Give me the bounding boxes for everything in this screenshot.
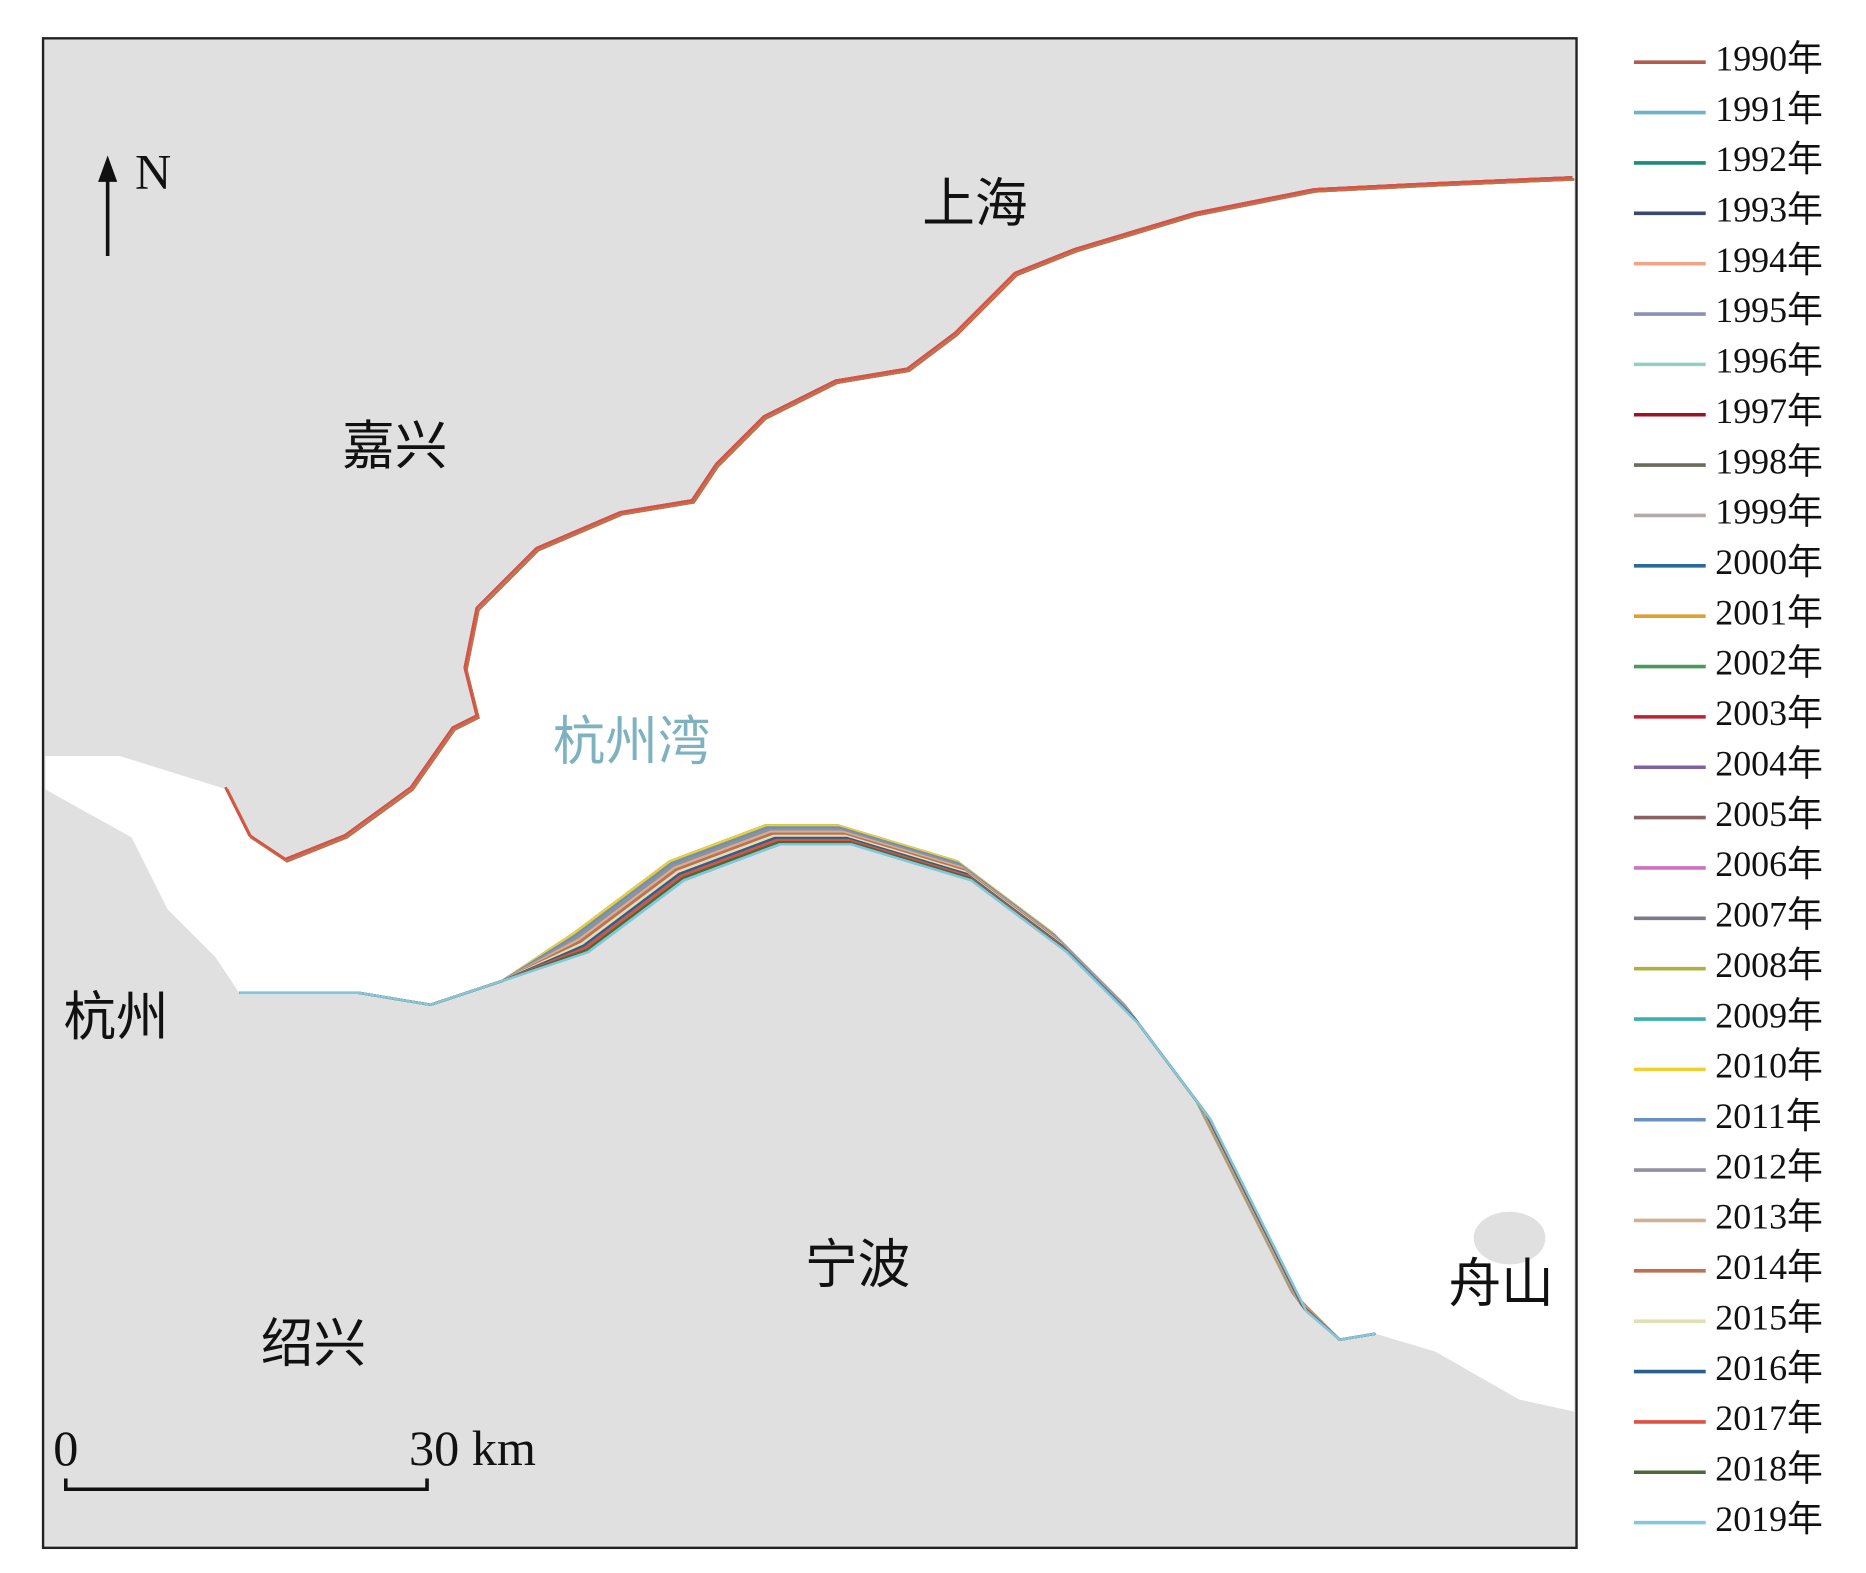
place-label: 宁波 <box>805 1236 910 1294</box>
legend-label: 2003年 <box>1715 693 1823 733</box>
legend-label: 1995年 <box>1715 290 1823 330</box>
legend-label: 2019年 <box>1715 1499 1823 1539</box>
legend-label: 1991年 <box>1715 89 1823 129</box>
legend-label: 1993年 <box>1715 190 1823 230</box>
legend-label: 1997年 <box>1715 391 1823 431</box>
scale-end: 30 km <box>409 1420 536 1476</box>
place-label: 上海 <box>922 175 1027 233</box>
legend-label: 1992年 <box>1715 139 1823 179</box>
scale-start: 0 <box>53 1420 78 1476</box>
legend-label: 2008年 <box>1715 945 1823 985</box>
shorelines <box>224 176 1575 1342</box>
legend-label: 1994年 <box>1715 240 1823 280</box>
legend-label: 2012年 <box>1715 1146 1823 1186</box>
place-label: 嘉兴 <box>342 418 447 476</box>
legend-label: 2006年 <box>1715 844 1823 884</box>
legend-label: 2004年 <box>1715 743 1823 783</box>
place-label: 杭州 <box>63 989 168 1047</box>
legend-label: 2014年 <box>1715 1247 1823 1287</box>
shoreline <box>224 176 1573 861</box>
legend-label: 2001年 <box>1715 592 1823 632</box>
shoreline <box>226 178 1575 863</box>
place-label: 绍兴 <box>261 1315 366 1373</box>
legend-label: 2007年 <box>1715 895 1823 935</box>
bay-water <box>45 179 1575 1412</box>
place-label: 舟山 <box>1449 1256 1554 1314</box>
north-label: N <box>135 144 171 200</box>
legend-label: 2017年 <box>1715 1398 1823 1438</box>
island <box>1473 1211 1546 1265</box>
legend: 1990年 1991年 1992年 1993年 1994年 1995年 1996年 1997年… <box>1633 38 1823 1539</box>
scale-bar <box>63 1478 429 1492</box>
shoreline <box>239 843 1376 1341</box>
legend-label: 2010年 <box>1715 1046 1823 1086</box>
legend-label: 2013年 <box>1715 1197 1823 1237</box>
legend-label: 2005年 <box>1715 794 1823 834</box>
legend-label: 2009年 <box>1715 995 1823 1035</box>
legend-label: 2002年 <box>1715 643 1823 683</box>
legend-label: 2016年 <box>1715 1348 1823 1388</box>
legend-label: 2018年 <box>1715 1448 1823 1488</box>
legend-label: 1996年 <box>1715 341 1823 381</box>
legend-label: 1999年 <box>1715 492 1823 532</box>
legend-label: 2011年 <box>1715 1096 1821 1136</box>
legend-label: 1990年 <box>1715 38 1823 78</box>
legend-label: 2015年 <box>1715 1297 1823 1337</box>
place-label: 杭州湾 <box>553 714 711 772</box>
legend-label: 1998年 <box>1715 441 1823 481</box>
legend-label: 2000年 <box>1715 542 1823 582</box>
north-arrowhead <box>98 155 118 182</box>
